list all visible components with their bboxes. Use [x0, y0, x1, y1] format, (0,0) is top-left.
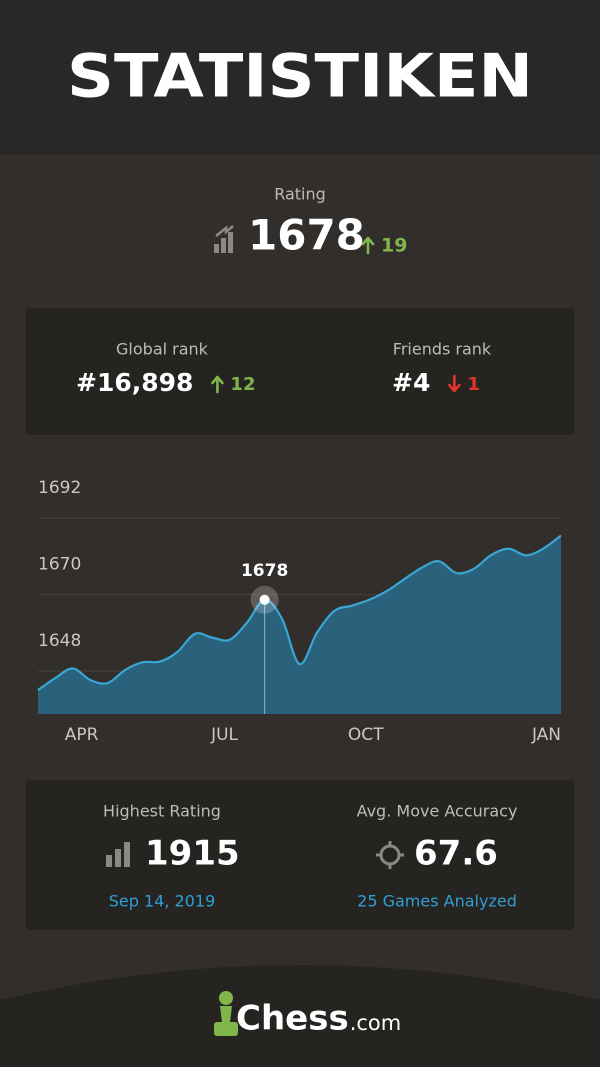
rating-chart: 1648 1670 1692 APR JUL OCT JAN 1678: [37, 478, 562, 745]
rank-label: Friends rank: [393, 340, 492, 359]
summary-card: [26, 780, 574, 930]
x-tick-label: APR: [65, 725, 99, 745]
summary-value: 1915: [145, 834, 240, 874]
highest-icon: [106, 842, 130, 867]
rank-value: #4: [392, 368, 430, 397]
y-tick-label: 1648: [38, 631, 81, 651]
area-fill: [38, 535, 561, 714]
rating-icon: [214, 225, 234, 253]
accuracy-icon: [376, 841, 404, 869]
summary-label: Avg. Move Accuracy: [357, 802, 518, 821]
y-tick-label: 1692: [38, 478, 81, 498]
summary-label: Highest Rating: [103, 802, 221, 821]
footer-band: [0, 965, 600, 1067]
highlight-label: 1678: [241, 561, 288, 581]
page-title: STATISTIKEN: [67, 42, 533, 112]
rank-label: Global rank: [116, 340, 209, 359]
header-band: [0, 0, 600, 155]
summary-detail[interactable]: Sep 14, 2019: [109, 892, 216, 911]
rating-change: 19: [361, 235, 407, 257]
rank-change: 12: [230, 374, 255, 395]
rank-value: #16,898: [76, 368, 193, 397]
logo-suffix: .com: [350, 1011, 402, 1035]
summary-detail[interactable]: 25 Games Analyzed: [357, 892, 517, 911]
ranks-card: [26, 308, 574, 435]
x-tick-label: JUL: [210, 725, 238, 745]
highlight-point: [259, 594, 270, 605]
change-arrow: [211, 375, 224, 394]
rating-label: Rating: [274, 185, 326, 204]
x-tick-label: OCT: [348, 725, 384, 745]
rating-line: [37, 534, 562, 691]
rating-value: 1678: [248, 211, 365, 260]
rating-change-value: 19: [381, 235, 407, 257]
change-arrow: [448, 374, 461, 393]
rank-change: 1: [467, 374, 480, 395]
change-arrow: [361, 236, 375, 255]
y-tick-label: 1670: [38, 555, 81, 575]
summary-value: 67.6: [414, 834, 498, 874]
logo-brand: Chess: [236, 999, 349, 1039]
logo-pawn: [214, 991, 238, 1036]
ranks: Global rank #16,898 12 Friends rank #4 1: [76, 340, 492, 398]
x-tick-label: JAN: [531, 725, 561, 745]
